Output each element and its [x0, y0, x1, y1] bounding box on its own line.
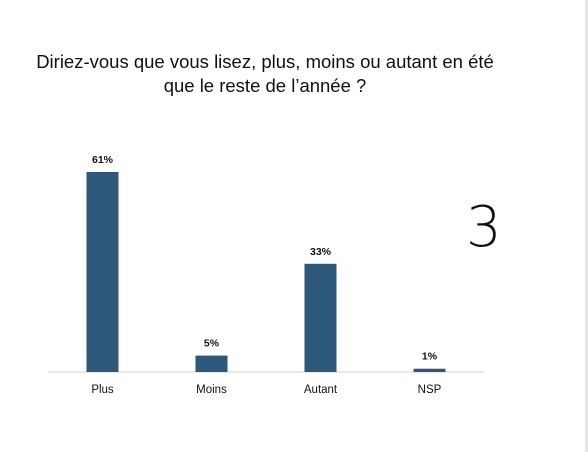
- data-label-nsp: 1%: [422, 351, 438, 363]
- x-tick-label-nsp: NSP: [418, 384, 442, 396]
- bar-autant: [304, 263, 337, 372]
- chart-title-line-2: que le reste de l’année ?: [163, 75, 367, 96]
- page-number: 3: [466, 195, 502, 260]
- x-tick-label-moins: Moins: [196, 384, 227, 396]
- x-tick-label-plus: Plus: [91, 384, 114, 396]
- window-edge: [585, 0, 588, 452]
- chart-title: Diriez-vous que vous lisez, plus, moins …: [0, 50, 530, 98]
- bar-nsp: [413, 368, 446, 372]
- data-label-moins: 5%: [204, 338, 220, 350]
- bar-moins: [195, 355, 228, 372]
- data-label-autant: 33%: [310, 246, 332, 258]
- chart-title-line-1: Diriez-vous que vous lisez, plus, moins …: [36, 51, 494, 72]
- data-label-plus: 61%: [92, 154, 114, 166]
- bar-plus: [86, 172, 119, 372]
- x-tick-label-autant: Autant: [304, 384, 338, 396]
